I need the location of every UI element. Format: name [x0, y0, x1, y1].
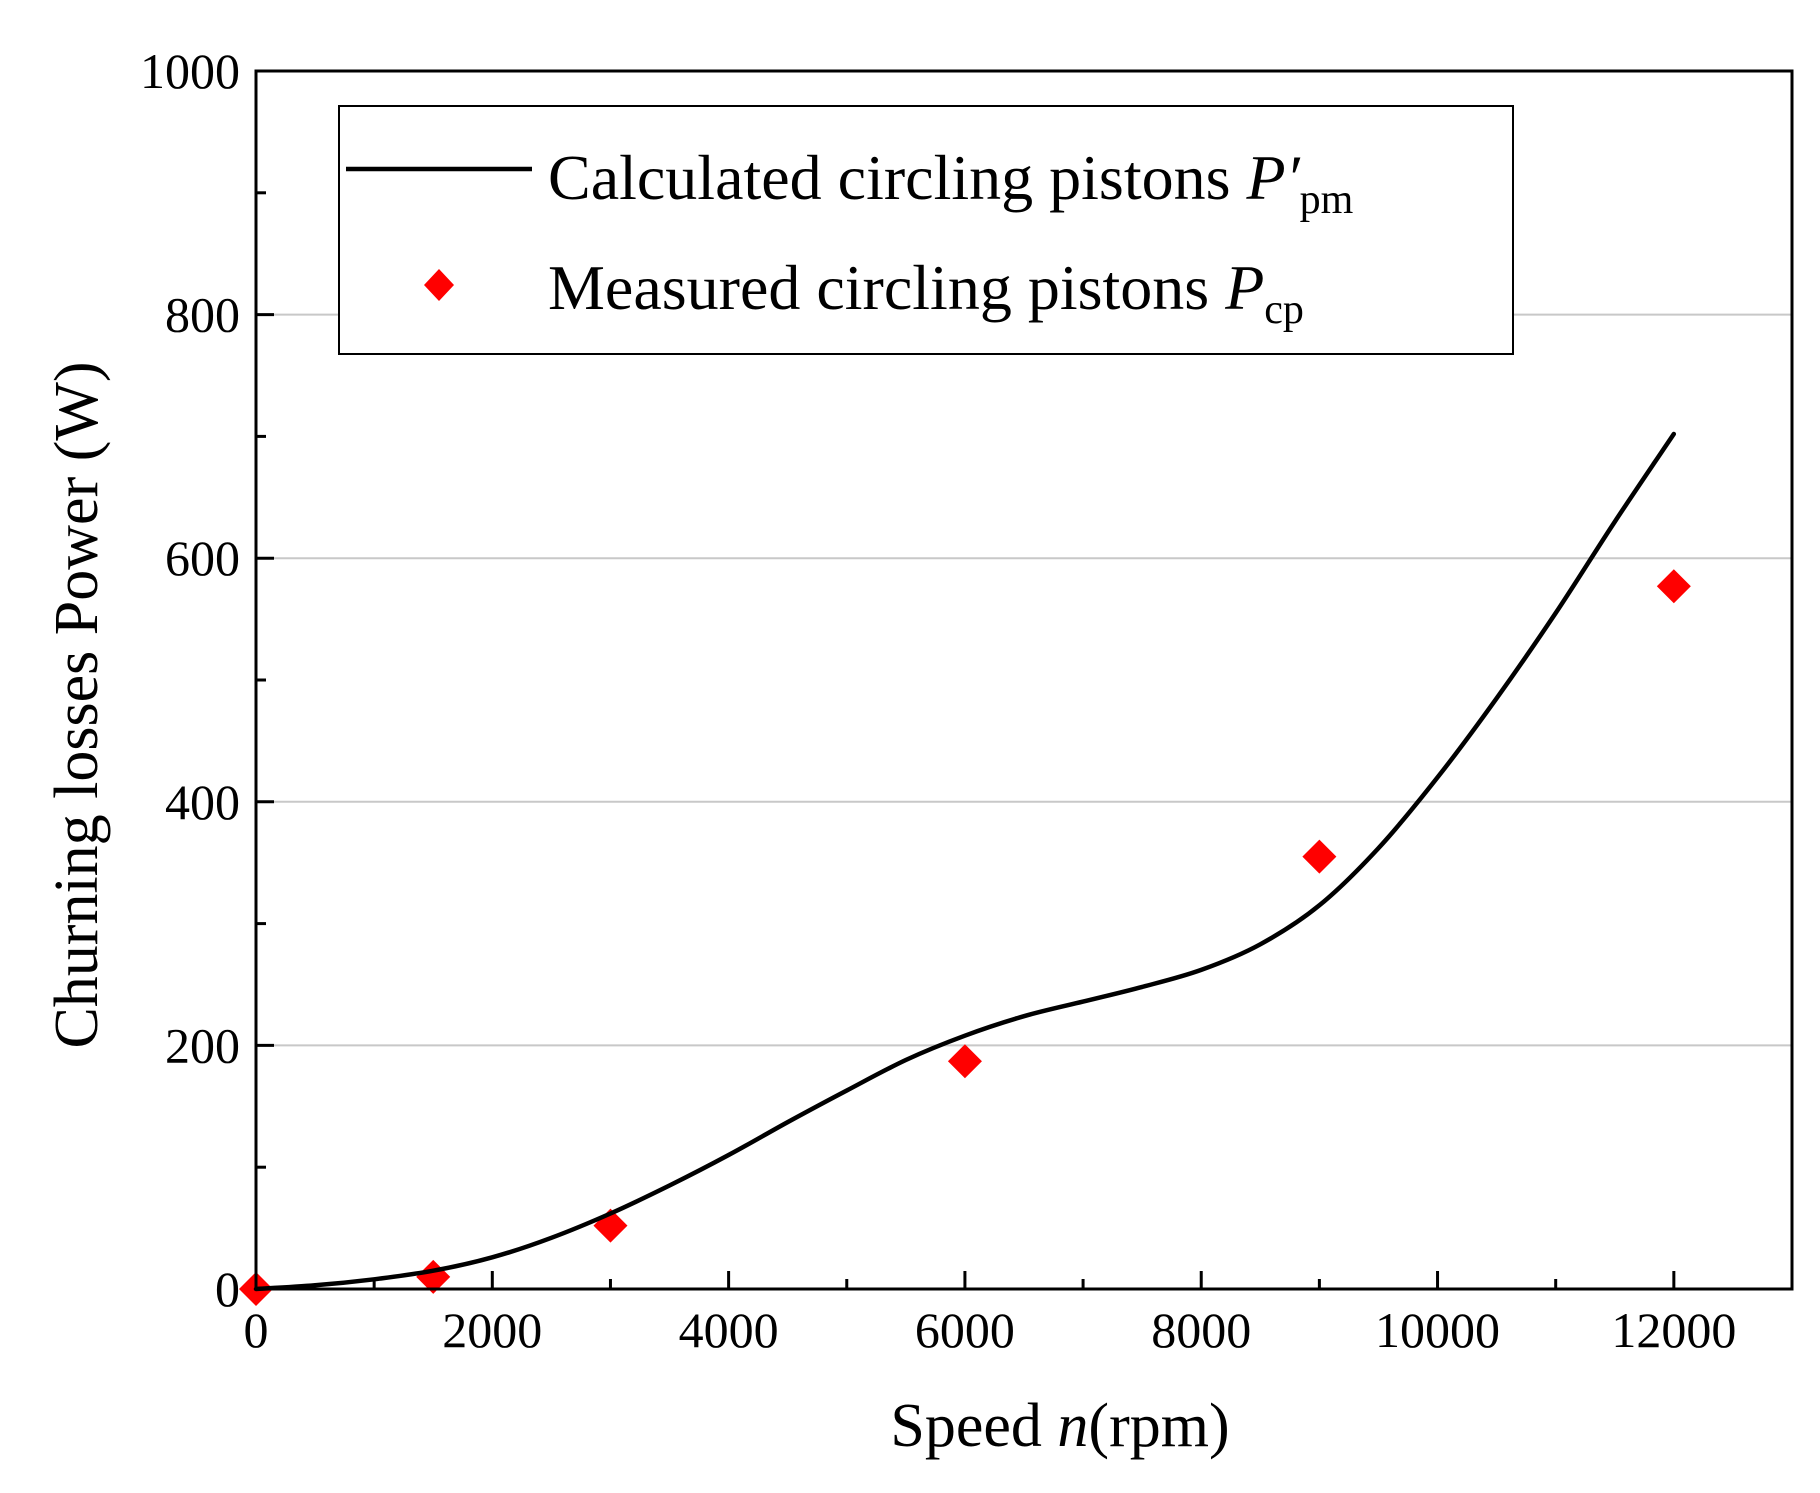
- x-tick-label-8000: 8000: [1151, 1302, 1251, 1358]
- x-axis-title: Speed n(rpm): [890, 1392, 1229, 1460]
- legend-box: [338, 105, 1514, 355]
- y-tick-label-200: 200: [165, 1017, 240, 1073]
- y-tick-label-0: 0: [215, 1261, 240, 1317]
- x-tick-label-4000: 4000: [679, 1302, 779, 1358]
- x-tick-label-2000: 2000: [442, 1302, 542, 1358]
- x-tick-label-0: 0: [244, 1302, 269, 1358]
- x-tick-labels: 0 2000 4000 6000 8000 10000 12000: [244, 1302, 1737, 1358]
- legend-label-measured: Measured circling pistons Pcp: [548, 252, 1304, 333]
- legend-diamond-swatch: [424, 269, 454, 301]
- x-tick-label-10000: 10000: [1375, 1302, 1500, 1358]
- legend: Calculated circling pistons P′pm Measure…: [338, 105, 1514, 355]
- y-tick-labels: 0 200 400 600 800 1000: [140, 43, 240, 1317]
- y-tick-label-800: 800: [165, 287, 240, 343]
- y-tick-label-400: 400: [165, 774, 240, 830]
- calculated-series-line: [253, 431, 1677, 1292]
- y-axis-title: Churning losses Power (W): [43, 361, 111, 1048]
- measured-markers: [239, 569, 1691, 1306]
- y-tick-label-600: 600: [165, 530, 240, 586]
- y-tick-label-1000: 1000: [140, 43, 240, 99]
- x-tick-label-12000: 12000: [1611, 1302, 1736, 1358]
- x-tick-label-6000: 6000: [915, 1302, 1015, 1358]
- legend-label-calculated: Calculated circling pistons P′pm: [548, 142, 1354, 223]
- axis-ticks: [254, 69, 1794, 1291]
- measured-point-12000: [1656, 569, 1691, 604]
- measured-point-9000: [1302, 839, 1337, 874]
- grid-lines: [256, 313, 1792, 1047]
- measured-point-6000: [947, 1044, 982, 1079]
